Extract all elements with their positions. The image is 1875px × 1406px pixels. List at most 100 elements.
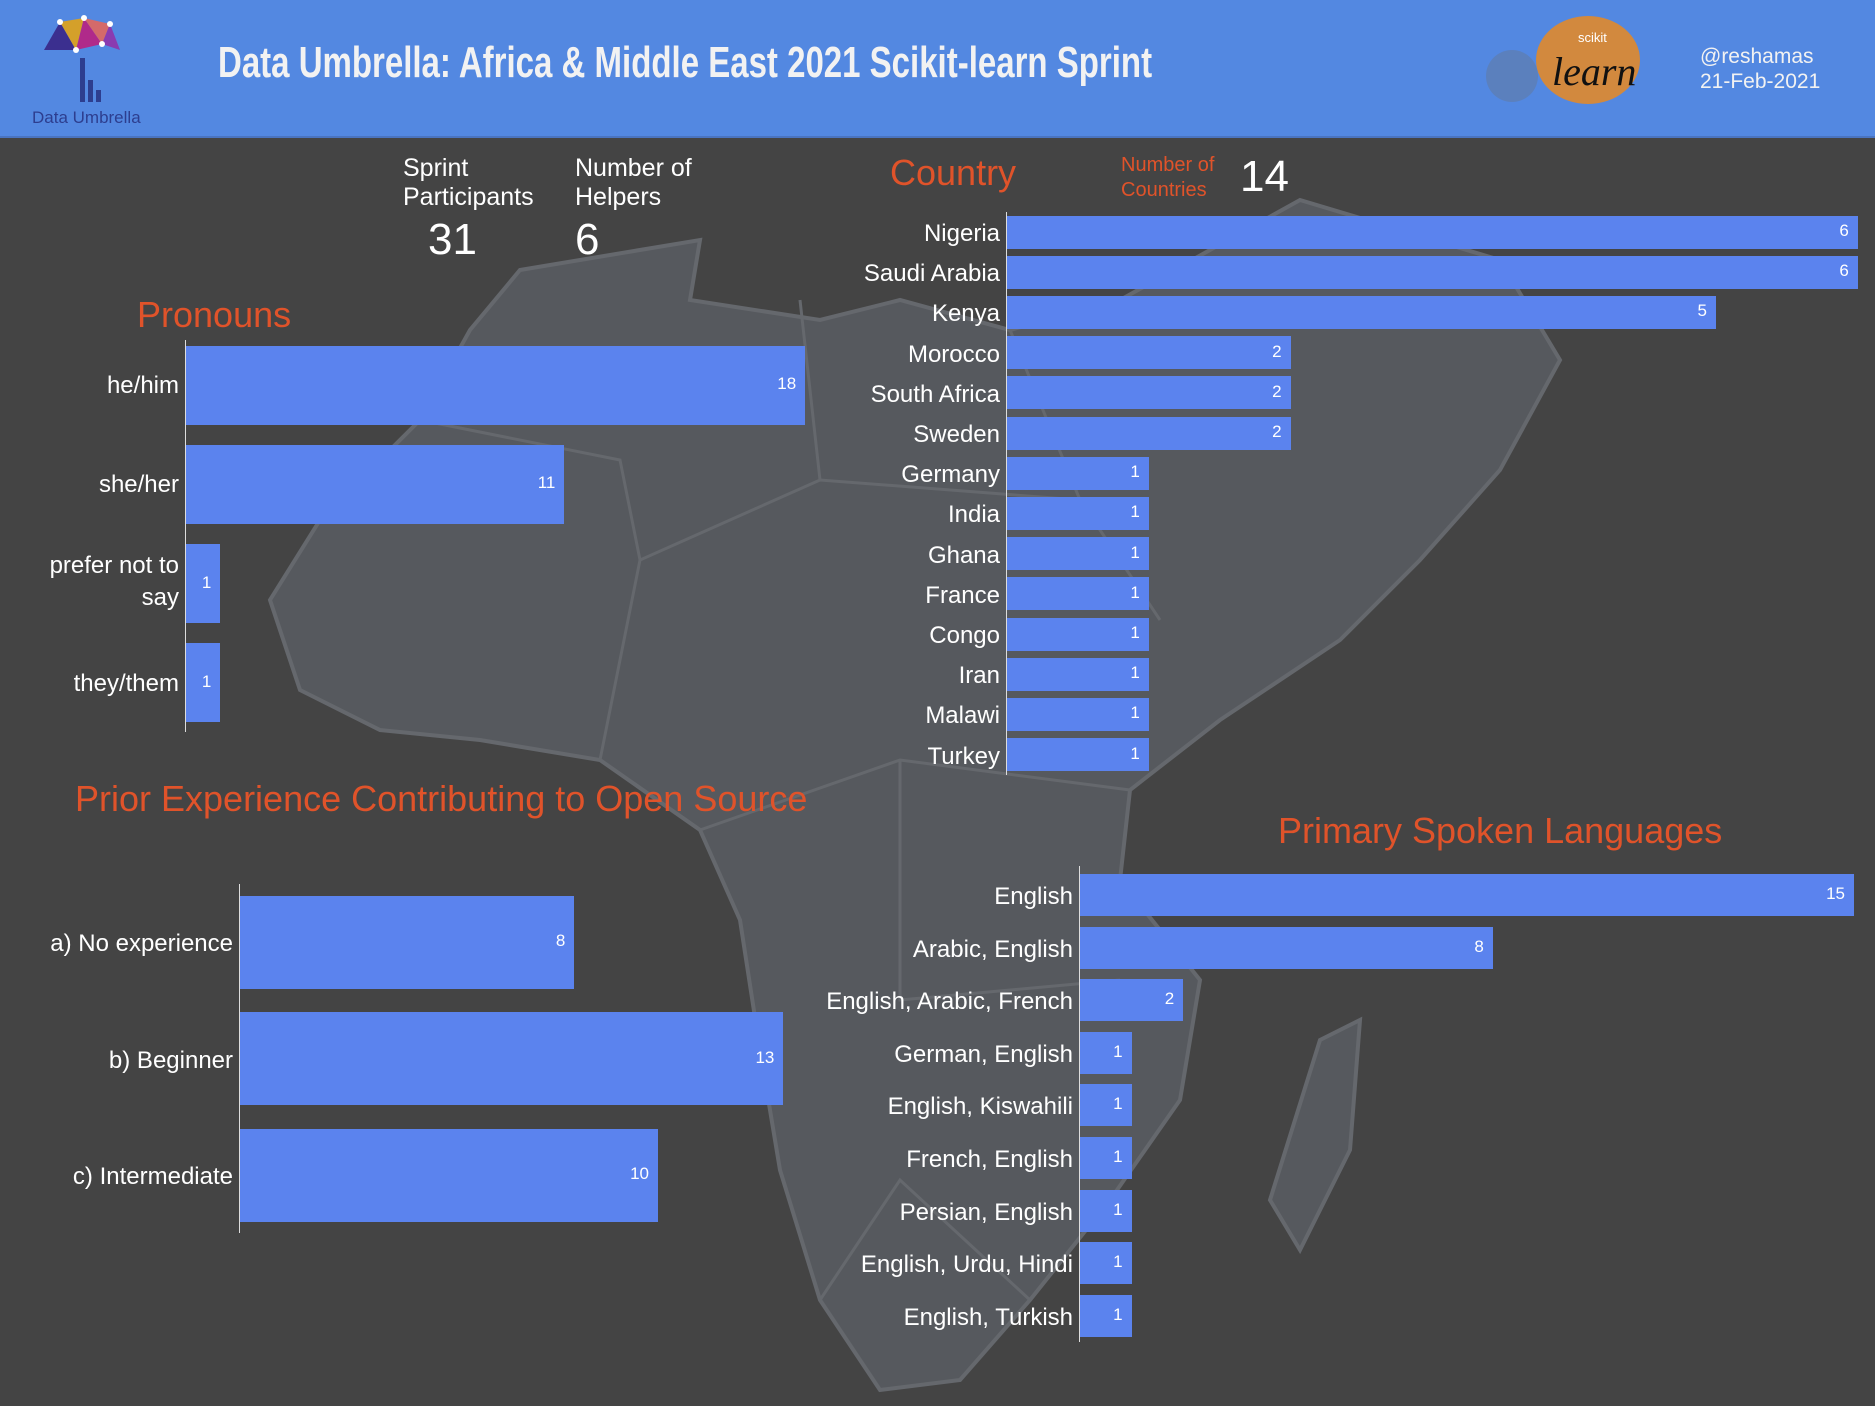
languages-value-label: 15	[1826, 884, 1845, 903]
country-category-label: Sweden	[913, 421, 1000, 448]
helpers-value: 6	[575, 215, 600, 264]
country-value-label: 1	[1130, 462, 1140, 482]
country-category-label: France	[925, 581, 1000, 609]
languages-bar	[1080, 1189, 1132, 1232]
languages-bar	[1080, 874, 1854, 916]
country-category-label: Turkey	[927, 742, 1000, 770]
country-category-label: Kenya	[931, 300, 1000, 328]
country-bar	[1007, 496, 1149, 530]
pronouns-chart-title: Pronouns	[137, 294, 292, 335]
country-bar	[1007, 416, 1291, 450]
pronouns-category-label: prefer not to say	[49, 551, 179, 611]
page-title: Data Umbrella: Africa & Middle East 2021…	[218, 38, 1153, 87]
country-bar	[1007, 738, 1149, 772]
languages-value-label: 2	[1164, 989, 1175, 1009]
country-bar	[1007, 537, 1149, 571]
languages-category-label: English	[994, 883, 1073, 910]
country-bar	[1007, 617, 1149, 651]
country-category-label: Germany	[901, 461, 1000, 489]
languages-value-label: 1	[1113, 1252, 1123, 1272]
country-category-label: Malawi	[925, 702, 1000, 730]
pronouns-value-label: 1	[201, 671, 212, 691]
sklearn-logo-big-text: learn	[1552, 49, 1637, 94]
country-bar	[1007, 336, 1291, 370]
country-value-label: 6	[1839, 221, 1849, 240]
experience-value-label: 8	[555, 931, 566, 950]
country-category-label: Saudi Arabia	[863, 260, 1000, 288]
languages-value-label: 1	[1113, 1041, 1123, 1061]
country-value-label: 1	[1130, 663, 1140, 683]
country-category-label: Ghana	[927, 541, 1000, 569]
country-value-label: 1	[1130, 703, 1140, 723]
languages-bar	[1080, 979, 1184, 1022]
experience-value-label: 13	[755, 1047, 775, 1067]
country-value-label: 1	[1130, 502, 1140, 522]
languages-category-label: English, Arabic, French	[826, 988, 1073, 1016]
languages-category-label: English, Kiswahili	[887, 1093, 1073, 1121]
logo-text: Data Umbrella	[32, 108, 141, 127]
sklearn-logo-small-text: scikit	[1578, 30, 1607, 45]
countries-label: Number of Countries	[1121, 154, 1215, 201]
country-axis	[1006, 212, 1007, 775]
country-bar	[1007, 456, 1149, 490]
experience-category-label: b) Beginner	[108, 1046, 233, 1074]
country-value-label: 2	[1272, 381, 1282, 401]
country-category-label: Nigeria	[923, 220, 1000, 247]
pronouns-bar	[186, 643, 221, 723]
languages-bar	[1080, 1242, 1132, 1285]
country-value-label: 1	[1130, 743, 1140, 763]
country-category-label: India	[947, 501, 1000, 529]
languages-value-label: 1	[1113, 1199, 1123, 1219]
experience-category-label: a) No experience	[50, 930, 233, 957]
experience-axis	[239, 884, 240, 1233]
pronouns-bar	[186, 345, 806, 425]
languages-category-label: English, Turkish	[903, 1303, 1073, 1331]
pronouns-value-label: 11	[537, 473, 556, 493]
pronouns-category-label: she/her	[98, 471, 179, 499]
country-category-label: Congo	[929, 622, 1000, 649]
country-bar	[1007, 255, 1858, 289]
country-value-label: 5	[1697, 301, 1707, 321]
participants-value: 31	[428, 215, 477, 264]
pronouns-value-label: 1	[201, 572, 212, 592]
country-value-label: 1	[1130, 582, 1140, 602]
pronouns-bar	[186, 444, 565, 524]
languages-category-label: Persian, English	[899, 1198, 1073, 1226]
date: 21-Feb-2021	[1700, 70, 1821, 93]
pronouns-category-label: he/him	[106, 372, 179, 399]
country-value-label: 1	[1130, 623, 1140, 642]
country-value-label: 1	[1130, 542, 1140, 562]
languages-value-label: 1	[1113, 1147, 1123, 1166]
experience-category-label: c) Intermediate	[72, 1163, 233, 1190]
country-bar	[1007, 295, 1716, 329]
country-category-label: Morocco	[907, 340, 1000, 368]
experience-bar	[240, 1012, 784, 1105]
experience-bar	[240, 895, 575, 989]
languages-category-label: German, English	[894, 1040, 1073, 1068]
languages-category-label: French, English	[906, 1146, 1073, 1173]
country-value-label: 6	[1839, 261, 1849, 281]
languages-value-label: 8	[1474, 936, 1484, 956]
experience-bar	[240, 1128, 658, 1222]
languages-bar	[1080, 926, 1493, 969]
country-chart-title: Country	[890, 152, 1017, 193]
scikit-learn-logo	[1486, 16, 1640, 104]
languages-value-label: 1	[1113, 1304, 1123, 1324]
pronouns-bar	[186, 544, 221, 624]
experience-value-label: 10	[630, 1164, 649, 1183]
languages-category-label: Arabic, English	[912, 935, 1073, 963]
country-value-label: 2	[1272, 341, 1282, 361]
country-category-label: Iran	[958, 662, 1000, 690]
country-bar	[1007, 577, 1149, 611]
languages-bar	[1080, 1294, 1132, 1337]
experience-chart-title: Prior Experience Contributing to Open So…	[75, 778, 808, 819]
languages-bar	[1080, 1137, 1132, 1179]
country-bar	[1007, 376, 1291, 410]
country-bar	[1007, 697, 1149, 731]
author-handle: @reshamas 21-Feb-2021	[1700, 45, 1821, 93]
country-bar	[1007, 215, 1858, 249]
languages-value-label: 1	[1113, 1094, 1123, 1114]
participants-label: Sprint Participants	[403, 154, 534, 211]
languages-bar	[1080, 1031, 1132, 1074]
